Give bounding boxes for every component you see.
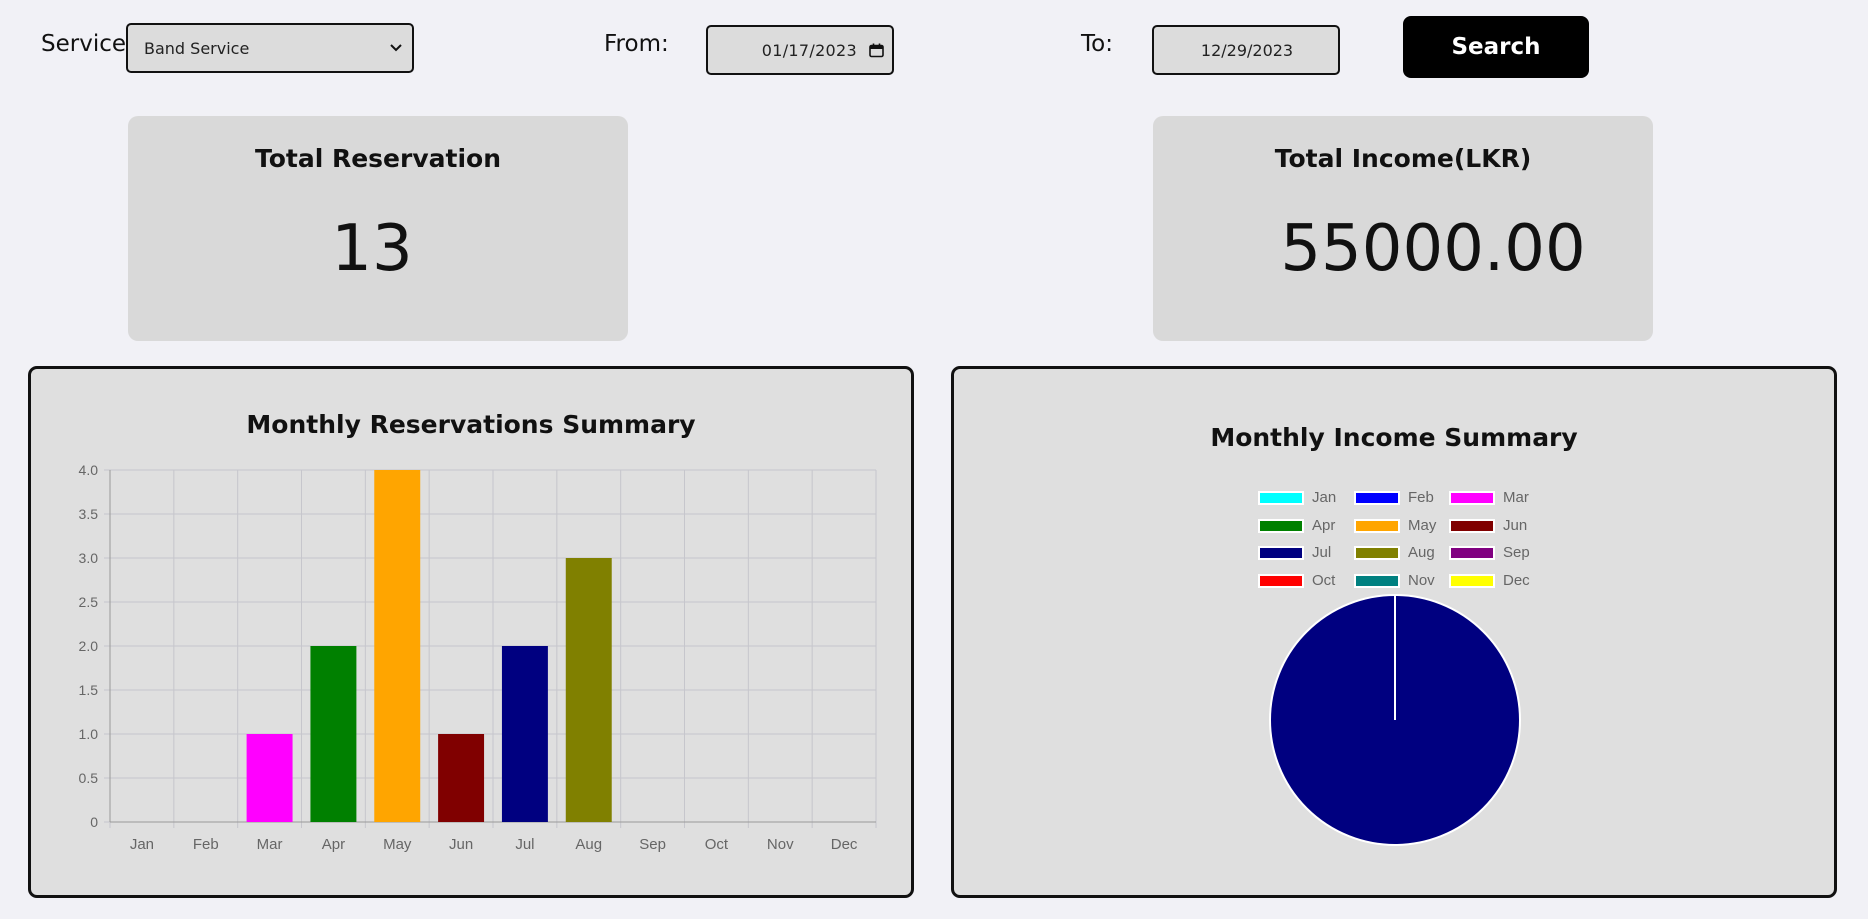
x-tick-label: Oct — [705, 836, 729, 853]
legend-label: Jun — [1503, 517, 1528, 534]
legend-swatch — [1354, 518, 1400, 533]
y-tick-label: 4.0 — [79, 462, 99, 478]
x-tick-label: Jul — [515, 836, 534, 853]
income-pie-chart — [1269, 594, 1521, 846]
total-income-card: Total Income(LKR) 55000.00 — [1153, 116, 1653, 341]
income-chart-panel: Monthly Income Summary Jan Feb Mar Apr May Ju… — [951, 366, 1837, 898]
legend-item-feb[interactable]: Feb — [1354, 489, 1434, 506]
bar-jul[interactable] — [501, 646, 548, 822]
legend-swatch — [1354, 490, 1400, 505]
to-date-value: 12/29/2023 — [1200, 40, 1294, 60]
from-date-value: 01/17/2023 — [761, 40, 857, 60]
bar-mar[interactable] — [246, 734, 293, 822]
legend-item-dec[interactable]: Dec — [1449, 572, 1530, 589]
search-button[interactable]: Search — [1403, 16, 1589, 78]
to-label: To: — [1081, 31, 1113, 57]
legend-item-mar[interactable]: Mar — [1449, 489, 1529, 506]
total-reservation-value: 13 — [331, 212, 413, 286]
legend-swatch — [1449, 490, 1495, 505]
y-tick-label: 3.5 — [79, 506, 99, 522]
x-tick-label: May — [383, 836, 412, 853]
legend-item-may[interactable]: May — [1354, 517, 1436, 534]
income-chart-title: Monthly Income Summary — [1210, 423, 1578, 452]
x-tick-label: Sep — [639, 836, 666, 853]
legend-item-jul[interactable]: Jul — [1258, 544, 1331, 561]
x-tick-label: Dec — [831, 836, 858, 853]
legend-label: Dec — [1503, 572, 1530, 589]
legend-item-sep[interactable]: Sep — [1449, 544, 1530, 561]
legend-item-nov[interactable]: Nov — [1354, 572, 1435, 589]
total-reservation-card: Total Reservation 13 — [128, 116, 628, 341]
income-chart-legend: Jan Feb Mar Apr May Jun Jul Aug Sep Oct Nov Dec — [954, 369, 1834, 895]
from-date-input[interactable]: 01/17/2023 — [706, 25, 894, 75]
total-income-value: 55000.00 — [1280, 212, 1586, 286]
legend-swatch — [1449, 573, 1495, 588]
legend-item-jun[interactable]: Jun — [1449, 517, 1527, 534]
legend-label: Jul — [1312, 544, 1332, 561]
legend-item-aug[interactable]: Aug — [1354, 544, 1435, 561]
bar-may[interactable] — [374, 470, 421, 822]
y-tick-label: 2.0 — [79, 638, 99, 654]
legend-label: Sep — [1503, 544, 1530, 561]
reservations-chart-title: Monthly Reservations Summary — [246, 410, 696, 439]
legend-label: Feb — [1408, 489, 1434, 506]
y-tick-label: 0.5 — [79, 770, 99, 786]
legend-label: Mar — [1503, 489, 1529, 506]
total-income-title: Total Income(LKR) — [1274, 144, 1532, 173]
y-tick-label: 0 — [90, 814, 98, 830]
x-tick-label: Mar — [257, 836, 283, 853]
from-label: From: — [604, 31, 669, 57]
legend-label: Jan — [1312, 489, 1337, 506]
legend-label: Nov — [1408, 572, 1435, 589]
calendar-icon[interactable] — [869, 43, 884, 58]
legend-swatch — [1258, 490, 1304, 505]
x-tick-label: Apr — [322, 836, 345, 853]
x-tick-label: Feb — [193, 836, 219, 853]
legend-label: Aug — [1408, 544, 1435, 561]
legend-label: Apr — [1312, 517, 1336, 534]
reservations-bar-chart: 0 0.5 1.0 1.5 2.0 2.5 3.0 3.5 4.0 Jan Feb Mar Apr May… — [79, 462, 877, 853]
legend-swatch — [1258, 573, 1304, 588]
legend-swatch — [1258, 545, 1304, 560]
bar-jun[interactable] — [438, 734, 485, 822]
y-tick-label: 3.0 — [79, 550, 99, 566]
legend-item-jan[interactable]: Jan — [1258, 489, 1336, 506]
y-tick-label: 1.5 — [79, 682, 99, 698]
service-select-value: Band Service — [144, 38, 250, 58]
service-select[interactable]: Band Service — [126, 23, 414, 73]
legend-label: May — [1408, 517, 1437, 534]
total-reservation-title: Total Reservation — [254, 144, 502, 173]
x-tick-label: Aug — [575, 836, 602, 853]
legend-swatch — [1354, 545, 1400, 560]
y-tick-label: 2.5 — [79, 594, 99, 610]
legend-swatch — [1449, 518, 1495, 533]
legend-item-oct[interactable]: Oct — [1258, 572, 1335, 589]
legend-label: Oct — [1312, 572, 1336, 589]
x-tick-label: Jun — [449, 836, 473, 853]
x-tick-label: Jan — [130, 836, 154, 853]
bar-aug[interactable] — [565, 558, 612, 822]
chevron-down-icon — [390, 44, 402, 52]
legend-swatch — [1354, 573, 1400, 588]
legend-swatch — [1258, 518, 1304, 533]
reservations-chart-panel: Monthly Reservations Summary 0 0.5 1.0 1.5 2… — [28, 366, 914, 898]
service-label: Service — [41, 31, 127, 57]
legend-item-apr[interactable]: Apr — [1258, 517, 1335, 534]
bar-apr[interactable] — [310, 646, 357, 822]
y-tick-label: 1.0 — [79, 726, 99, 742]
to-date-input[interactable]: 12/29/2023 — [1152, 25, 1340, 75]
x-tick-label: Nov — [767, 836, 794, 853]
legend-swatch — [1449, 545, 1495, 560]
